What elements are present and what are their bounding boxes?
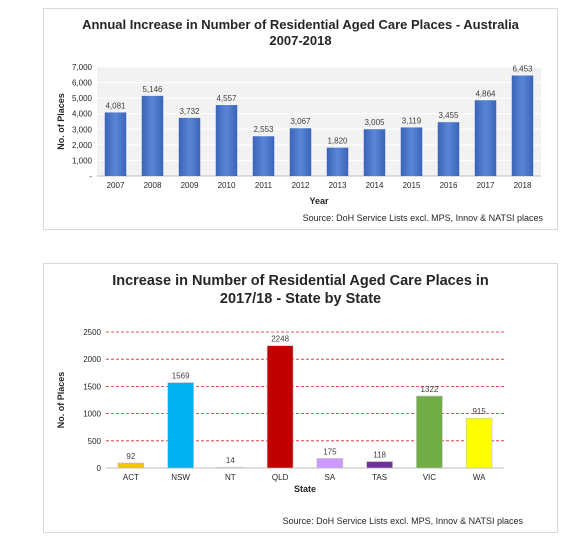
data-label: 5,146 [142, 85, 163, 94]
chart-title: Annual Increase in Number of Residential… [44, 17, 557, 50]
x-tick-label: NT [225, 473, 236, 482]
x-tick-label: WA [473, 473, 486, 482]
y-tick-label: 0 [97, 464, 102, 473]
data-label: 1,820 [327, 137, 348, 146]
y-tick-label: 4,000 [72, 110, 93, 119]
data-label: 4,081 [105, 101, 126, 110]
chart-title-line-1: Increase in Number of Residential Aged C… [112, 273, 489, 289]
data-label: 4,864 [475, 89, 496, 98]
data-label: 118 [373, 451, 386, 460]
chart-source-note: Source: DoH Service Lists excl. MPS, Inn… [302, 213, 543, 223]
bar-nsw [167, 382, 194, 469]
annual-increase-bar-chart: - 1,000 2,000 3,000 4,000 5,000 6,000 7,000 4,08… [56, 63, 541, 206]
bar-2012 [289, 128, 312, 176]
bar-qld [266, 345, 294, 469]
bar-2018 [511, 75, 534, 176]
bar-sa [316, 458, 344, 469]
chart-title-line-2: 2017/18 - State by State [219, 291, 382, 308]
data-label: 6,453 [512, 65, 533, 74]
y-tick-label: 500 [88, 437, 102, 446]
x-tick-label: 2010 [218, 181, 236, 190]
y-axis-title: No. of Places [56, 93, 66, 150]
x-tick-label: VIC [423, 473, 437, 482]
data-label: 3,455 [438, 111, 459, 120]
data-label: 3,119 [402, 116, 422, 125]
chart-title-line-2: 2007-2018 [269, 33, 332, 49]
y-tick-label: 1500 [83, 382, 101, 391]
data-label: 1322 [420, 385, 438, 394]
bar-2009 [178, 117, 201, 176]
y-tick-label: 2,000 [72, 141, 93, 150]
x-axis-title: State [294, 484, 316, 494]
x-tick-label: 2009 [181, 181, 199, 190]
state-increase-chart-panel: Increase in Number of Residential Aged C… [43, 263, 558, 533]
x-tick-label: 2016 [440, 181, 458, 190]
y-tick-label: 7,000 [72, 63, 93, 72]
bar-tas [366, 461, 393, 469]
bar-2016 [437, 122, 460, 176]
x-tick-label: NSW [171, 473, 190, 482]
state-increase-bar-chart: 0 500 1000 1500 2000 2500 92 ACT 1569 NSW 14 NT 2248… [56, 328, 504, 494]
x-tick-label: 2017 [477, 181, 495, 190]
x-tick-label: 2014 [366, 181, 384, 190]
data-label: 2,553 [253, 125, 274, 134]
x-axis-title: Year [309, 196, 329, 206]
bar-2013 [326, 147, 349, 176]
chart-source-note: Source: DoH Service Lists excl. MPS, Inn… [282, 516, 523, 526]
bar-2010 [215, 105, 238, 176]
x-tick-label: QLD [272, 473, 289, 482]
bar-2008 [141, 95, 164, 176]
y-tick-label: 2500 [83, 328, 101, 337]
plot-area [97, 67, 541, 176]
y-tick-label: - [89, 172, 92, 181]
x-tick-label: 2011 [255, 181, 273, 190]
x-tick-label: TAS [372, 473, 387, 482]
bar-2014 [363, 129, 386, 176]
x-tick-label: 2007 [107, 181, 125, 190]
data-label: 175 [323, 447, 337, 456]
bar-2011 [252, 136, 275, 176]
y-axis-title: No. of Places [56, 372, 66, 429]
bar-wa [465, 417, 493, 469]
bar-2007 [104, 112, 127, 176]
x-tick-label: 2015 [403, 181, 421, 190]
x-tick-label: 2012 [292, 181, 310, 190]
data-label: 92 [126, 452, 135, 461]
x-tick-label: 2018 [514, 181, 532, 190]
data-label: 3,067 [290, 117, 311, 126]
y-tick-label: 1000 [83, 410, 101, 419]
data-label: 4,557 [216, 94, 237, 103]
x-tick-label: SA [325, 473, 336, 482]
data-label: 3,005 [364, 118, 385, 127]
data-label: 14 [226, 456, 235, 465]
y-tick-label: 3,000 [72, 125, 93, 134]
y-tick-label: 2000 [83, 355, 101, 364]
bar-2015 [400, 127, 423, 176]
chart-title: Increase in Number of Residential Aged C… [44, 272, 557, 308]
bar-2017 [474, 100, 497, 176]
y-tick-label: 1,000 [72, 156, 93, 165]
bar-nt [217, 466, 244, 469]
annual-increase-chart-panel: Annual Increase in Number of Residential… [43, 8, 558, 230]
data-label: 915 [472, 407, 486, 416]
data-label: 2248 [271, 335, 289, 344]
y-tick-label: 6,000 [72, 79, 93, 88]
y-tick-label: 5,000 [72, 94, 93, 103]
bar-act [117, 462, 145, 469]
bar-vic [416, 395, 443, 469]
x-tick-label: ACT [123, 473, 139, 482]
chart-title-line-1: Annual Increase in Number of Residential… [82, 17, 519, 32]
data-label: 3,732 [179, 107, 200, 116]
data-label: 1569 [172, 372, 190, 381]
x-tick-label: 2013 [329, 181, 347, 190]
x-tick-label: 2008 [144, 181, 162, 190]
